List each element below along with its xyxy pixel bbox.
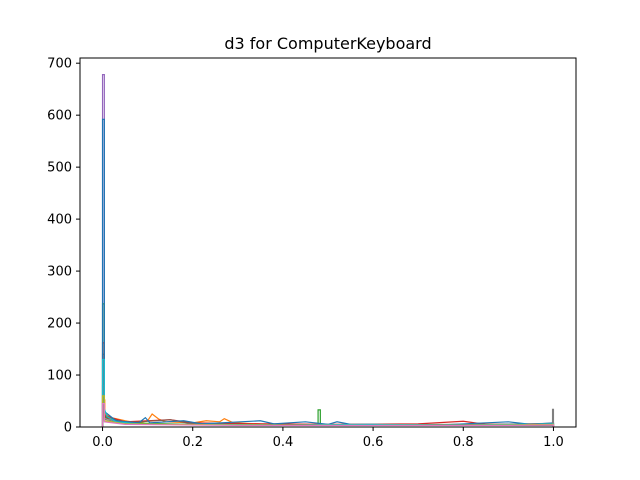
x-axis: 0.0 0.2 0.4 0.6 0.8 1.0 [92,427,564,450]
y-tick-label: 600 [47,109,72,124]
series-line-9 [101,403,555,427]
plot-frame [79,57,577,428]
x-tick-label: 1.0 [543,435,564,450]
series-line-5 [101,118,555,427]
series-line-7 [101,358,555,427]
x-tick-label: 0.4 [273,435,294,450]
x-tick-label: 0.8 [453,435,474,450]
y-tick-label: 400 [47,213,72,228]
series-line-4 [101,353,555,427]
y-tick-label: 300 [47,265,72,280]
y-tick-label: 500 [47,161,72,176]
series-line-3 [101,342,555,427]
y-tick-label: 200 [47,317,72,332]
series-line-6 [101,384,555,427]
y-axis: 0 100 200 300 400 500 600 700 [47,57,80,436]
series-line-0 [101,74,555,427]
x-tick-label: 0.2 [182,435,203,450]
x-tick-label: 0.6 [363,435,384,450]
x-tick-label: 0.0 [92,435,113,450]
y-tick-label: 700 [47,57,72,72]
series-line-2 [101,303,555,427]
y-tick-label: 100 [47,369,72,384]
chart-title: d3 for ComputerKeyboard [224,34,431,53]
plot-area [101,74,555,427]
y-tick-label: 0 [64,421,72,436]
